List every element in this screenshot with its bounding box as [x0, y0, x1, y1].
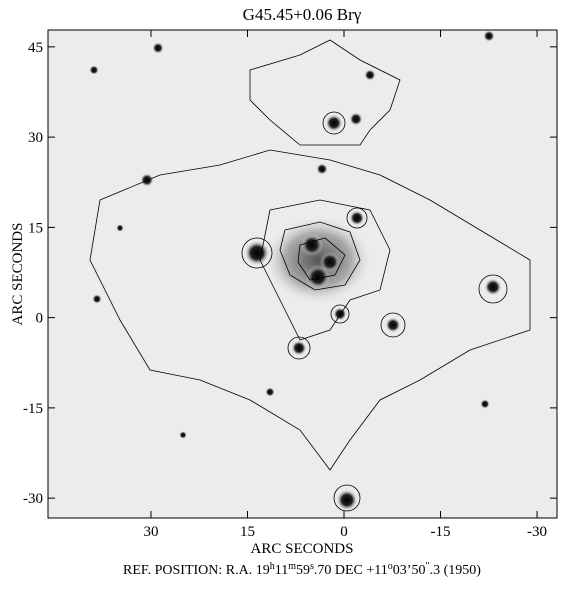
y-tick-label: 45 [28, 40, 43, 56]
contour [259, 199, 391, 341]
chart-title: G45.45+0.06 Brγ [243, 5, 362, 24]
star [89, 65, 99, 75]
y-tick-label: -15 [23, 401, 43, 417]
star [349, 112, 363, 126]
contour [330, 304, 350, 324]
contour [297, 237, 346, 281]
star [244, 240, 270, 266]
star [349, 210, 365, 226]
note-part: .70 DEC +11 [314, 563, 388, 578]
contour [380, 312, 406, 338]
note-part: 03’50 [393, 563, 426, 578]
star [92, 294, 102, 304]
star [306, 265, 330, 289]
contour [287, 336, 311, 360]
star [483, 30, 495, 42]
star [336, 489, 358, 511]
star [385, 317, 401, 333]
note-part: h [270, 561, 275, 572]
x-tick-label: -30 [527, 524, 547, 540]
plot-frame [47, 29, 558, 519]
y-axis-label: ARC SECONDS [10, 223, 26, 326]
note-part: o [388, 561, 393, 572]
image [47, 29, 558, 519]
star [325, 114, 343, 132]
contour [478, 274, 508, 304]
note-part: ″ [425, 561, 429, 572]
reference-note: REF. POSITION: R.A. 19h11m59s.70 DEC +11… [123, 561, 481, 579]
contour [346, 207, 368, 229]
x-tick-label: 15 [240, 524, 255, 540]
y-tick-label: 15 [28, 220, 43, 236]
star [265, 387, 275, 397]
contour [249, 39, 401, 146]
nebula [263, 215, 373, 305]
star [179, 431, 187, 439]
stars [89, 30, 502, 511]
note-part: 59 [296, 563, 310, 578]
star [484, 278, 502, 296]
note-part: s [310, 561, 314, 572]
contour [241, 237, 273, 269]
note-part: 11 [275, 563, 288, 578]
contour [89, 149, 531, 471]
star [333, 307, 347, 321]
note-part: m [288, 561, 296, 572]
note-part: REF. POSITION: R.A. 19 [123, 563, 270, 578]
y-tick-label: -30 [23, 491, 43, 507]
contours [89, 39, 531, 512]
x-tick-label: 0 [340, 524, 348, 540]
star [316, 163, 328, 175]
contour [333, 484, 361, 512]
star [301, 234, 323, 256]
star [291, 340, 307, 356]
contour [279, 221, 361, 291]
star [152, 42, 164, 54]
x-tick-label: -15 [431, 524, 451, 540]
x-axis-label: ARC SECONDS [251, 541, 354, 557]
star [364, 69, 376, 81]
y-tick-label: 30 [28, 130, 43, 146]
star [116, 224, 124, 232]
x-tick-label: 30 [143, 524, 158, 540]
contour [322, 111, 346, 135]
y-tick-label: 0 [36, 311, 44, 327]
star [320, 252, 340, 272]
star [480, 399, 490, 409]
note-part: .3 (1950) [430, 563, 482, 578]
